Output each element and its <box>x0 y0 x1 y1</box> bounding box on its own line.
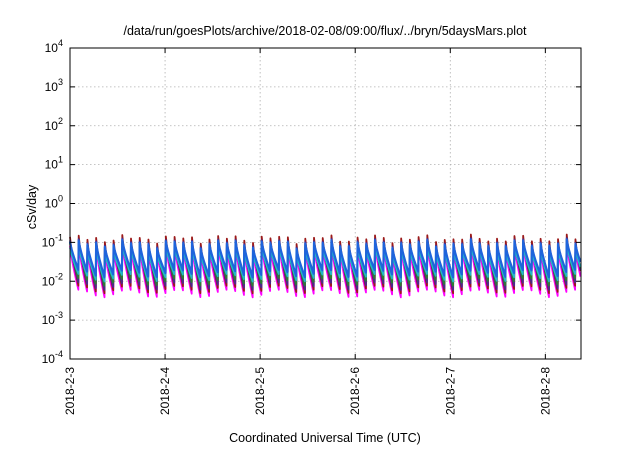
y-tick-label: 10-4 <box>42 349 63 366</box>
data-series <box>68 233 582 299</box>
grid-lines <box>70 48 581 359</box>
series-line <box>69 244 582 283</box>
series-line <box>68 238 582 279</box>
x-tick-label: 2018-2-7 <box>443 367 457 415</box>
y-tick-label: 102 <box>45 116 63 133</box>
axis-ticks: 10-4 10-3 10-2 10-1 100 101 102 103 104 2018-2-3 2… <box>42 38 581 415</box>
y-tick-label: 103 <box>45 77 63 94</box>
x-tick-label: 2018-2-8 <box>538 367 552 415</box>
chart-title: /data/run/goesPlots/archive/2018-02-08/0… <box>123 24 527 38</box>
x-tick-label: 2018-2-4 <box>158 367 172 415</box>
y-axis-label: cSv/day <box>25 184 39 229</box>
x-tick-label: 2018-2-5 <box>253 367 267 415</box>
y-tick-label: 10-1 <box>42 232 63 249</box>
y-tick-label: 100 <box>45 194 63 211</box>
y-tick-label: 101 <box>45 155 63 172</box>
x-tick-label: 2018-2-6 <box>348 367 362 415</box>
y-tick-label: 10-3 <box>42 310 63 327</box>
x-tick-label: 2018-2-3 <box>63 367 77 415</box>
y-tick-label: 10-2 <box>42 271 63 288</box>
y-tick-label: 104 <box>45 38 63 55</box>
x-axis-label: Coordinated Universal Time (UTC) <box>229 431 421 445</box>
